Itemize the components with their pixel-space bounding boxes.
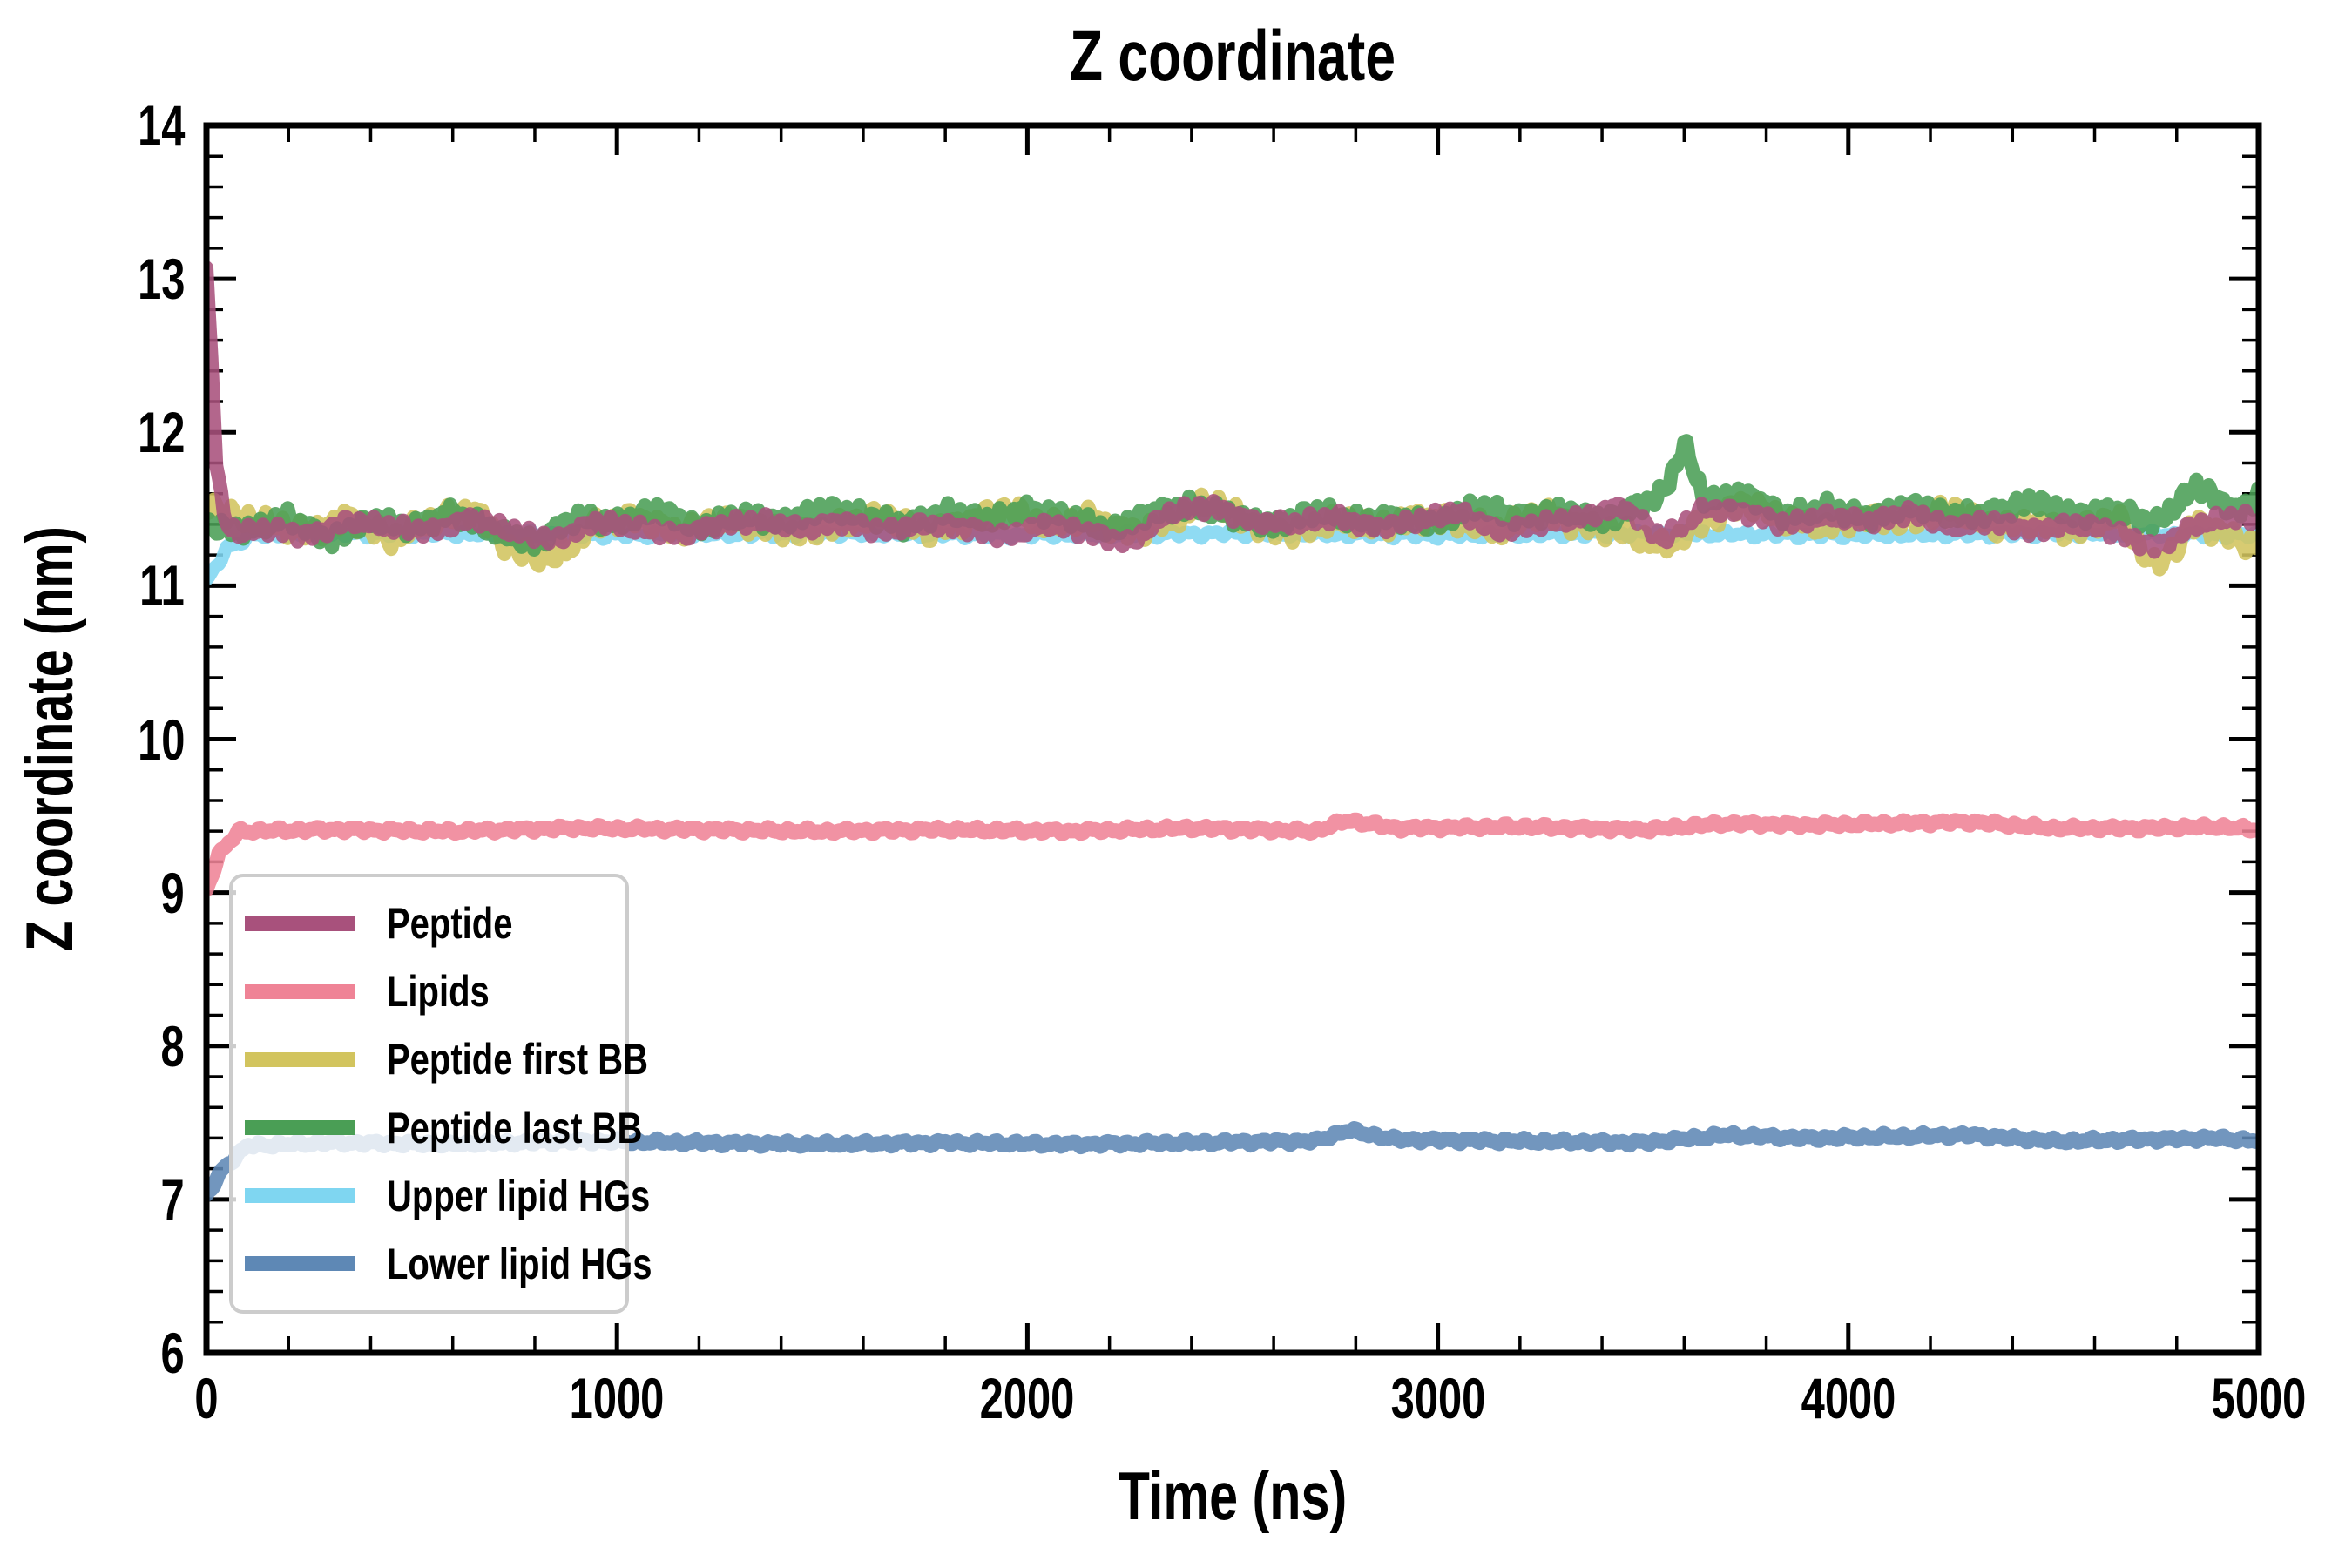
legend-row: Peptide last BB (233, 1106, 642, 1150)
legend: Peptide Lipids Peptide first BB Peptide … (229, 874, 652, 1314)
legend-label: Lipids (387, 967, 490, 1017)
legend-swatch-lower-lipid-hgs (245, 1256, 355, 1272)
y-tick-label: 9 (160, 860, 185, 925)
legend-label: Peptide last BB (387, 1103, 643, 1152)
x-tick-label: 2000 (980, 1366, 1075, 1430)
y-tick-label: 6 (160, 1321, 185, 1385)
y-tick-label: 8 (160, 1013, 185, 1078)
y-tick-label: 13 (137, 247, 185, 312)
legend-label: Upper lipid HGs (387, 1171, 651, 1220)
legend-swatch-peptide (245, 916, 355, 931)
x-axis-label: Time (ns) (1118, 1457, 1348, 1534)
x-tick-label: 4000 (1801, 1366, 1896, 1430)
legend-row: Peptide (233, 902, 625, 945)
y-tick-label: 11 (139, 553, 185, 618)
legend-label: Peptide (387, 899, 513, 949)
legend-swatch-lipids (245, 983, 355, 999)
y-tick-label: 12 (137, 400, 185, 465)
legend-row: Peptide first BB (233, 1037, 648, 1081)
y-axis-label: Z coordinate (nm) (13, 526, 87, 951)
x-tick-label: 0 (194, 1366, 219, 1430)
y-tick-label: 10 (137, 706, 185, 772)
x-tick-label: 5000 (2211, 1366, 2307, 1430)
legend-swatch-peptide-first-bb (245, 1051, 355, 1067)
y-tick-label: 7 (160, 1166, 185, 1232)
legend-swatch-peptide-last-bb (245, 1120, 355, 1136)
legend-row: Upper lipid HGs (233, 1174, 650, 1218)
legend-row: Lipids (233, 970, 625, 1013)
legend-swatch-upper-lipid-hgs (245, 1188, 355, 1204)
y-tick-label: 14 (137, 93, 185, 158)
legend-label: Peptide first BB (387, 1035, 649, 1085)
chart-title: Z coordinate (1070, 17, 1396, 96)
x-tick-label: 1000 (569, 1366, 665, 1430)
x-tick-label: 3000 (1390, 1366, 1485, 1430)
legend-row: Lower lipid HGs (233, 1242, 652, 1286)
legend-label: Lower lipid HGs (387, 1239, 652, 1288)
